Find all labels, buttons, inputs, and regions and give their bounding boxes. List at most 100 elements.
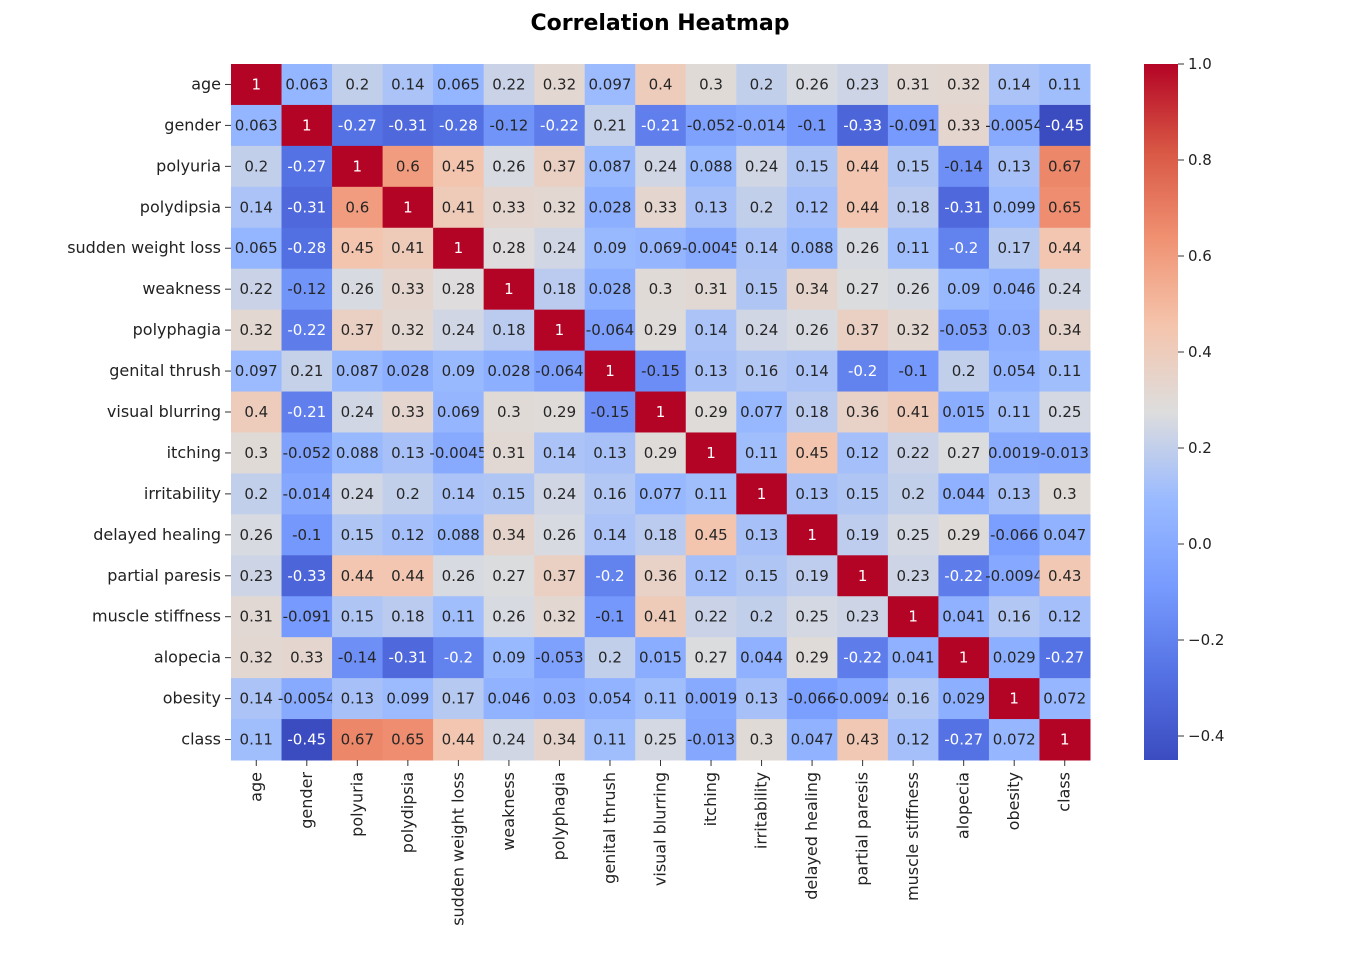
heatmap-cell [483, 64, 535, 106]
cell-value-label: 0.2 [750, 608, 774, 626]
cell-value-label: 0.33 [391, 280, 424, 298]
heatmap-cell [837, 596, 889, 638]
cell-value-label: 0.32 [947, 75, 980, 93]
heatmap-cell [534, 555, 586, 597]
heatmap-cell [988, 678, 1040, 720]
heatmap-cell [685, 350, 737, 393]
heatmap-cell [433, 391, 485, 433]
heatmap-cell [786, 596, 838, 638]
heatmap-cell [938, 391, 990, 433]
heatmap-cell [685, 268, 737, 311]
colorbar-tick-label: 0.6 [1188, 247, 1212, 265]
cell-value-label: 0.13 [391, 444, 424, 462]
heatmap-cell [433, 104, 485, 147]
heatmap-cell [887, 145, 939, 188]
heatmap-cell [1039, 391, 1091, 433]
heatmap-cell [685, 227, 737, 270]
heatmap-cell [736, 350, 788, 393]
heatmap-cell [635, 719, 687, 761]
cell-value-label: 0.26 [543, 526, 576, 544]
heatmap-cell [685, 186, 737, 229]
x-tick-label: age [246, 772, 265, 802]
cell-value-label: 0.45 [442, 157, 475, 175]
heatmap-cell [635, 596, 687, 638]
heatmap-cell [786, 555, 838, 597]
heatmap-cell [332, 104, 384, 147]
cell-value-label: -0.1 [899, 362, 928, 380]
heatmap-cell [382, 104, 434, 147]
cell-value-label: 0.33 [290, 649, 323, 667]
heatmap-cell [736, 391, 788, 433]
x-tick-label: polyuria [347, 772, 366, 837]
cell-value-label: 0.32 [543, 198, 576, 216]
cell-value-label: 1 [908, 608, 918, 626]
heatmap-cell [837, 309, 889, 352]
x-tick-label: muscle stiffness [903, 772, 922, 901]
heatmap-cell [584, 391, 636, 433]
heatmap-cell [938, 678, 990, 720]
heatmap-cell [1039, 104, 1091, 147]
cell-value-label: 0.26 [240, 526, 273, 544]
x-tick-label: irritability [752, 772, 771, 849]
y-tick-label: delayed healing [93, 525, 221, 544]
heatmap-cell [685, 64, 737, 106]
cell-value-label: 0.12 [846, 444, 879, 462]
x-tick-label: alopecia [954, 772, 973, 839]
heatmap-cell [231, 596, 283, 638]
heatmap-cell [483, 104, 535, 147]
cell-value-label: 1 [807, 526, 817, 544]
cell-value-label: -0.27 [1045, 649, 1084, 667]
cell-value-label: 1 [959, 649, 969, 667]
cell-value-label: 0.028 [588, 198, 631, 216]
cell-value-label: -0.31 [944, 198, 983, 216]
heatmap-cell [786, 227, 838, 270]
cell-value-label: 0.088 [791, 239, 834, 257]
heatmap-cell [332, 473, 384, 515]
heatmap-cell [534, 719, 586, 761]
heatmap-cell [231, 64, 283, 106]
colorbar-tick-label: −0.4 [1188, 727, 1224, 745]
cell-value-label: 0.26 [442, 567, 475, 585]
cell-value-label: 0.03 [543, 690, 576, 708]
cell-value-label: 0.29 [543, 403, 576, 421]
cell-value-label: 0.0019 [988, 444, 1041, 462]
heatmap-cell [483, 145, 535, 188]
cell-value-label: 0.087 [588, 157, 631, 175]
heatmap-cell [483, 596, 535, 638]
cell-value-label: 0.14 [998, 75, 1031, 93]
cell-value-label: 0.13 [998, 485, 1031, 503]
cell-value-label: 0.41 [391, 239, 424, 257]
heatmap-cell [736, 555, 788, 597]
cell-value-label: 0.12 [1048, 608, 1081, 626]
heatmap-cell [584, 186, 636, 229]
chart-title: Correlation Heatmap [531, 11, 790, 36]
y-tick-label: itching [167, 443, 221, 462]
cell-value-label: 0.18 [896, 198, 929, 216]
cell-value-label: 0.14 [694, 321, 727, 339]
y-tick-label: partial paresis [107, 566, 221, 585]
cell-value-label: 0.13 [694, 362, 727, 380]
heatmap-cell [786, 64, 838, 106]
cell-value-label: 0.33 [644, 198, 677, 216]
cell-value-label: 0.21 [593, 116, 626, 134]
cell-value-label: -0.33 [843, 116, 882, 134]
heatmap-cell [584, 309, 636, 352]
cell-value-label: 1 [858, 567, 868, 585]
cell-value-label: 0.088 [437, 526, 480, 544]
cell-value-label: 0.16 [593, 485, 626, 503]
cell-value-label: -0.0054 [278, 690, 336, 708]
heatmap-cell [433, 350, 485, 393]
cell-value-label: 1 [302, 116, 312, 134]
heatmap-cell [332, 391, 384, 433]
cell-value-label: 0.24 [543, 485, 576, 503]
cell-value-label: 0.44 [1048, 239, 1081, 257]
cell-value-label: 0.18 [391, 608, 424, 626]
cell-value-label: 0.27 [947, 444, 980, 462]
heatmap-cell [584, 473, 636, 515]
heatmap-cell [1039, 186, 1091, 229]
heatmap-cell [281, 432, 333, 474]
cell-value-label: 0.65 [391, 731, 424, 749]
heatmap-cell [382, 268, 434, 311]
heatmap-cell [988, 432, 1040, 474]
cell-value-label: 0.13 [745, 690, 778, 708]
